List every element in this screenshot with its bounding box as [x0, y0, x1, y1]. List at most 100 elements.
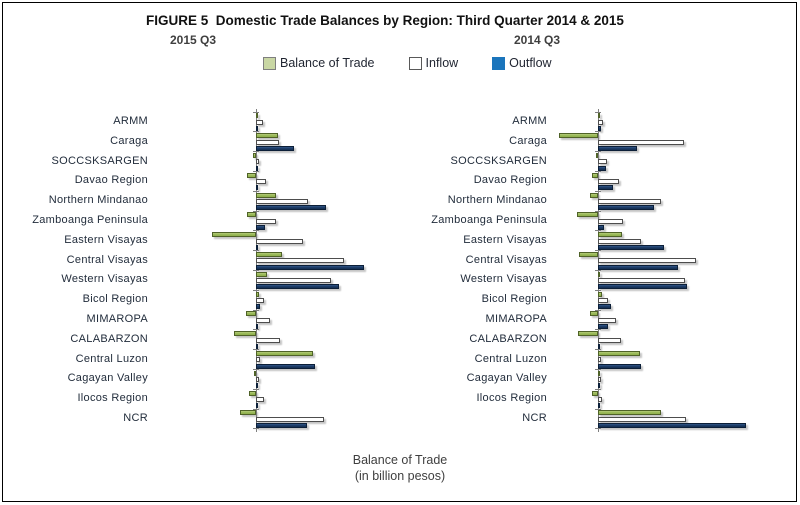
- bar-balance-of-trade: [256, 192, 276, 198]
- region-label-western-visayas: Western Visayas: [460, 273, 547, 286]
- axis-tick: [595, 428, 601, 430]
- bar-balance-of-trade: [256, 133, 278, 139]
- legend-item-inflow: Inflow: [408, 56, 458, 70]
- region-label-central-visayas: Central Visayas: [66, 253, 148, 266]
- axis-tick: [595, 349, 601, 351]
- bar-outflow: [256, 284, 339, 290]
- axis-tick: [595, 388, 601, 390]
- region-label-ilocos-region: Ilocos Region: [476, 392, 547, 405]
- bar-balance-of-trade: [559, 133, 598, 139]
- region-label-cagayan-valley: Cagayan Valley: [466, 372, 547, 385]
- axis-tick: [253, 349, 259, 351]
- bar-inflow: [598, 119, 603, 125]
- bar-balance-of-trade: [592, 390, 598, 396]
- bar-outflow: [256, 205, 326, 211]
- axis-tick: [595, 368, 601, 370]
- region-label-eastern-visayas: Eastern Visayas: [64, 233, 148, 246]
- legend-label: Outflow: [509, 56, 552, 70]
- region-label-caraga: Caraga: [509, 134, 547, 147]
- bar-outflow: [256, 225, 265, 230]
- bar-balance-of-trade: [596, 153, 598, 158]
- bar-outflow: [256, 383, 258, 389]
- bar-inflow: [256, 278, 331, 284]
- bar-inflow: [256, 416, 324, 422]
- bar-outflow: [256, 264, 364, 270]
- bar-outflow: [598, 343, 600, 349]
- axis-tick: [595, 170, 601, 172]
- bar-inflow: [598, 396, 602, 402]
- bar-inflow: [598, 337, 621, 343]
- axis-tick: [253, 428, 259, 430]
- bar-outflow: [598, 244, 664, 250]
- axis-tick: [595, 190, 601, 192]
- region-label-bicol-region: Bicol Region: [82, 293, 148, 306]
- region-label-calabarzon: CALABARZON: [469, 332, 547, 345]
- bar-balance-of-trade: [256, 271, 267, 277]
- axis-tick: [253, 309, 259, 311]
- axis-tick: [595, 151, 601, 153]
- inflow-swatch-icon: [408, 56, 422, 70]
- region-label-zamboanga-peninsula: Zamboanga Peninsula: [32, 214, 148, 226]
- region-label-soccsksargen: SOCCSKSARGEN: [51, 154, 148, 167]
- bar-balance-of-trade: [212, 232, 256, 238]
- bar-balance-of-trade: [598, 232, 622, 238]
- axis-tick: [253, 329, 259, 331]
- bar-outflow: [256, 126, 258, 131]
- bar-inflow: [256, 357, 260, 363]
- axis-tick: [595, 131, 601, 133]
- bar-balance-of-trade: [598, 351, 640, 356]
- axis-tick: [253, 250, 259, 252]
- region-label-central-luzon: Central Luzon: [75, 352, 148, 365]
- bar-outflow: [598, 284, 687, 290]
- bar-outflow: [598, 264, 678, 270]
- bar-balance-of-trade: [598, 370, 600, 376]
- axis-tick: [253, 388, 259, 390]
- bar-inflow: [256, 337, 280, 343]
- legend: Balance of Trade Inflow Outflow: [263, 56, 552, 70]
- bar-outflow: [598, 324, 608, 329]
- axis-tick: [595, 289, 601, 291]
- bar-outflow: [256, 304, 260, 310]
- bar-inflow: [256, 396, 264, 402]
- axis-tick: [253, 131, 259, 133]
- axis-caption-line1: Balance of Trade: [352, 453, 448, 467]
- region-label-ncr: NCR: [123, 412, 148, 424]
- region-label-central-luzon: Central Luzon: [474, 352, 547, 365]
- axis-tick: [595, 408, 601, 410]
- axis-caption-line2: (in billion pesos): [354, 469, 446, 483]
- bar-outflow: [598, 145, 637, 151]
- bar-inflow: [598, 238, 641, 244]
- bar-inflow: [598, 179, 619, 185]
- bar-inflow: [598, 416, 686, 422]
- bar-outflow: [598, 304, 611, 310]
- bar-balance-of-trade: [256, 113, 258, 119]
- legend-item-balance-of-trade: Balance of Trade: [263, 56, 375, 70]
- bar-inflow: [598, 159, 607, 165]
- bar-balance-of-trade: [256, 252, 282, 257]
- bar-outflow: [598, 225, 604, 230]
- bar-inflow: [256, 297, 264, 303]
- region-label-eastern-visayas: Eastern Visayas: [463, 233, 547, 246]
- axis-tick: [595, 230, 601, 232]
- bar-balance-of-trade: [598, 291, 602, 297]
- bar-balance-of-trade: [247, 212, 256, 218]
- bar-chart-2014-q3: ARMM Caraga SOCCSKSARGEN Davao Region Northe…: [413, 109, 793, 432]
- bar-outflow: [256, 145, 294, 151]
- bar-outflow: [256, 403, 258, 409]
- balance-of-trade-swatch-icon: [263, 56, 276, 70]
- legend-item-outflow: Outflow: [492, 56, 552, 70]
- bar-inflow: [598, 258, 696, 264]
- bar-balance-of-trade: [254, 370, 256, 376]
- bar-balance-of-trade: [256, 291, 259, 297]
- bar-inflow: [256, 119, 263, 125]
- region-label-mimaropa: MIMAROPA: [485, 313, 547, 325]
- bar-balance-of-trade: [590, 192, 598, 198]
- axis-tick: [253, 170, 259, 172]
- region-label-ilocos-region: Ilocos Region: [77, 392, 148, 405]
- bar-outflow: [256, 423, 307, 428]
- region-label-western-visayas: Western Visayas: [61, 273, 148, 286]
- bar-inflow: [598, 297, 608, 303]
- axis-tick: [595, 250, 601, 252]
- region-label-calabarzon: CALABARZON: [70, 332, 148, 345]
- bar-chart-2015-q3: ARMM Caraga SOCCSKSARGEN Davao Region Northe…: [14, 109, 414, 432]
